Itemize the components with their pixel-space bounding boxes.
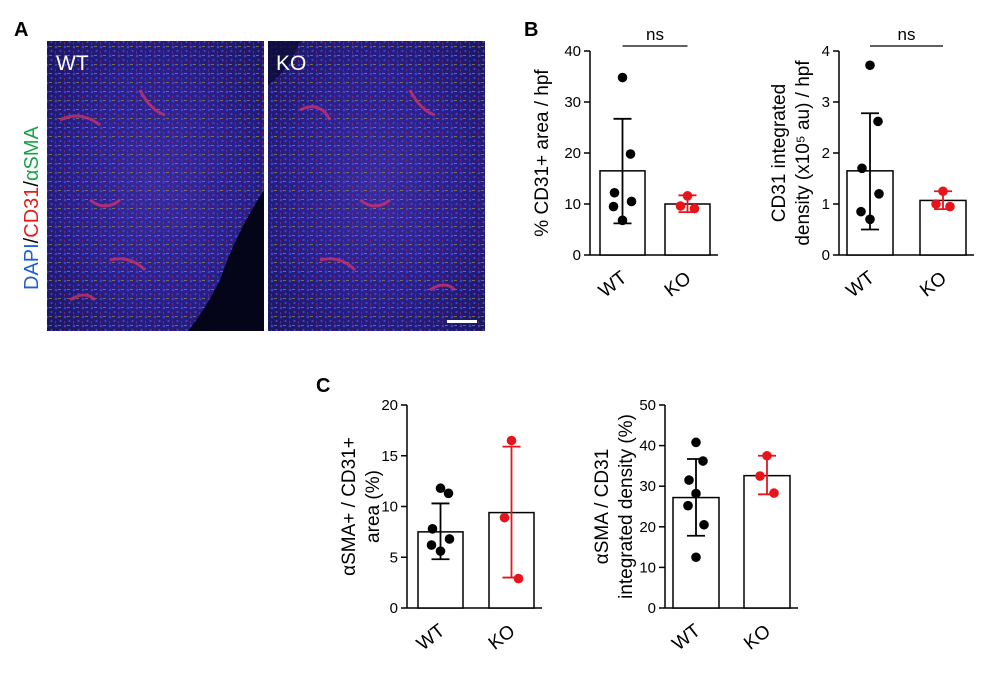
panel-label-b: B xyxy=(524,19,538,41)
y-axis-label-line-1: αSMA / CD31 xyxy=(592,449,613,565)
data-point-ko xyxy=(682,191,693,201)
data-point-wt xyxy=(857,163,867,174)
x-tick-label-wt: WT xyxy=(843,267,880,302)
stain-dapi: DAPI xyxy=(21,243,43,290)
x-tick-label-ko: KO xyxy=(740,621,775,654)
data-point-ko xyxy=(769,488,779,498)
data-point-wt xyxy=(699,519,709,530)
y-axis-label-line-1: CD31 integrated xyxy=(769,84,790,222)
x-tick-label-wt: WT xyxy=(669,620,706,655)
x-tick-label-ko: KO xyxy=(485,621,520,654)
data-point-wt xyxy=(617,215,628,226)
y-tick-label: 0 xyxy=(822,247,830,264)
data-point-wt xyxy=(698,456,708,466)
data-point-ko xyxy=(938,186,948,197)
data-point-ko xyxy=(689,203,700,214)
chart-3: 0 5 10 15 20 WT KO αSMA+ / CD31+ area (%) xyxy=(339,397,542,655)
data-point-wt xyxy=(691,488,701,499)
stain-label: DAPI/CD31/αSMA xyxy=(21,125,43,290)
data-point-wt xyxy=(435,546,446,556)
data-point-wt xyxy=(691,437,701,448)
y-tick-label: 5 xyxy=(390,549,398,566)
data-point-ko xyxy=(755,471,765,481)
chart-4: 0 10 20 30 40 50 WT KO αSMA / CD31 integrated den… xyxy=(592,397,798,655)
micrograph-label-ko: KO xyxy=(276,52,306,75)
x-tick-label-ko: KO xyxy=(916,268,951,301)
data-point-wt xyxy=(626,196,637,207)
y-tick-label: 20 xyxy=(381,397,398,414)
y-tick-label: 20 xyxy=(639,519,656,536)
data-point-ko xyxy=(513,573,524,584)
data-point-wt xyxy=(684,475,694,485)
significance-label: ns xyxy=(646,25,664,44)
stain-sep-2: / xyxy=(21,181,43,187)
data-point-wt xyxy=(444,534,455,544)
data-point-wt xyxy=(873,116,883,127)
data-point-wt xyxy=(435,483,446,494)
data-point-ko xyxy=(945,201,955,212)
data-point-wt xyxy=(683,500,693,511)
data-point-ko xyxy=(931,199,941,209)
y-tick-label: 30 xyxy=(639,478,656,495)
data-point-wt xyxy=(617,72,628,83)
data-point-ko xyxy=(675,201,686,211)
x-tick-label-wt: WT xyxy=(595,267,632,302)
panel-label-c: C xyxy=(316,375,330,397)
micrograph-wt xyxy=(47,41,264,331)
stain-sep-1: / xyxy=(21,237,43,243)
data-point-ko xyxy=(762,450,772,461)
data-point-wt xyxy=(874,189,884,199)
micrograph-label-wt: WT xyxy=(56,52,89,75)
y-tick-label: 2 xyxy=(822,145,830,162)
data-point-wt xyxy=(426,540,437,550)
y-tick-label: 40 xyxy=(564,43,581,60)
y-tick-label: 3 xyxy=(822,94,830,111)
y-tick-label: 30 xyxy=(564,94,581,111)
data-point-wt xyxy=(427,524,438,534)
stain-asma: αSMA xyxy=(21,125,43,181)
y-tick-label: 20 xyxy=(564,145,581,162)
scale-bar xyxy=(447,320,477,323)
data-point-wt xyxy=(609,187,620,198)
y-tick-label: 0 xyxy=(648,600,656,617)
y-tick-label: 10 xyxy=(564,196,581,213)
y-tick-label: 0 xyxy=(573,247,581,264)
significance-label: ns xyxy=(898,25,916,44)
data-point-wt xyxy=(865,214,875,225)
y-tick-label: 40 xyxy=(639,438,656,455)
chart-1: 0 10 20 30 40 WT KO ns % CD31+ area / hpf xyxy=(532,25,718,302)
panel-label-a: A xyxy=(14,19,28,41)
y-tick-label: 4 xyxy=(822,43,830,60)
data-point-wt xyxy=(625,149,636,159)
y-axis-label-line-1: αSMA+ / CD31+ xyxy=(339,437,360,576)
y-tick-label: 10 xyxy=(639,559,656,576)
y-tick-label: 0 xyxy=(390,600,398,617)
y-tick-label: 50 xyxy=(639,397,656,414)
bar-ko xyxy=(743,474,791,609)
x-tick-label-ko: KO xyxy=(661,268,696,301)
y-axis-label: % CD31+ area / hpf xyxy=(532,69,553,237)
data-point-wt xyxy=(443,488,454,499)
data-point-wt xyxy=(865,60,875,71)
y-tick-label: 1 xyxy=(822,196,830,213)
data-point-ko xyxy=(499,512,510,523)
y-axis-label-line-2: integrated density (%) xyxy=(616,414,637,599)
data-point-wt xyxy=(691,552,701,563)
x-tick-label-wt: WT xyxy=(413,620,450,655)
data-point-wt xyxy=(608,201,619,212)
micrograph-ko xyxy=(268,41,485,331)
data-point-wt xyxy=(856,206,866,217)
micrograph-divider xyxy=(264,41,268,331)
y-axis-label-line-2: density (x10⁵ au) / hpf xyxy=(793,60,814,246)
stain-cd31: CD31 xyxy=(21,187,43,238)
y-tick-label: 10 xyxy=(381,499,398,516)
y-axis-label-line-2: area (%) xyxy=(363,470,384,543)
y-tick-label: 15 xyxy=(381,448,398,465)
chart-2: 0 1 2 3 4 WT KO ns CD31 integrated density (x10⁵ … xyxy=(769,25,974,302)
data-point-ko xyxy=(506,435,517,446)
